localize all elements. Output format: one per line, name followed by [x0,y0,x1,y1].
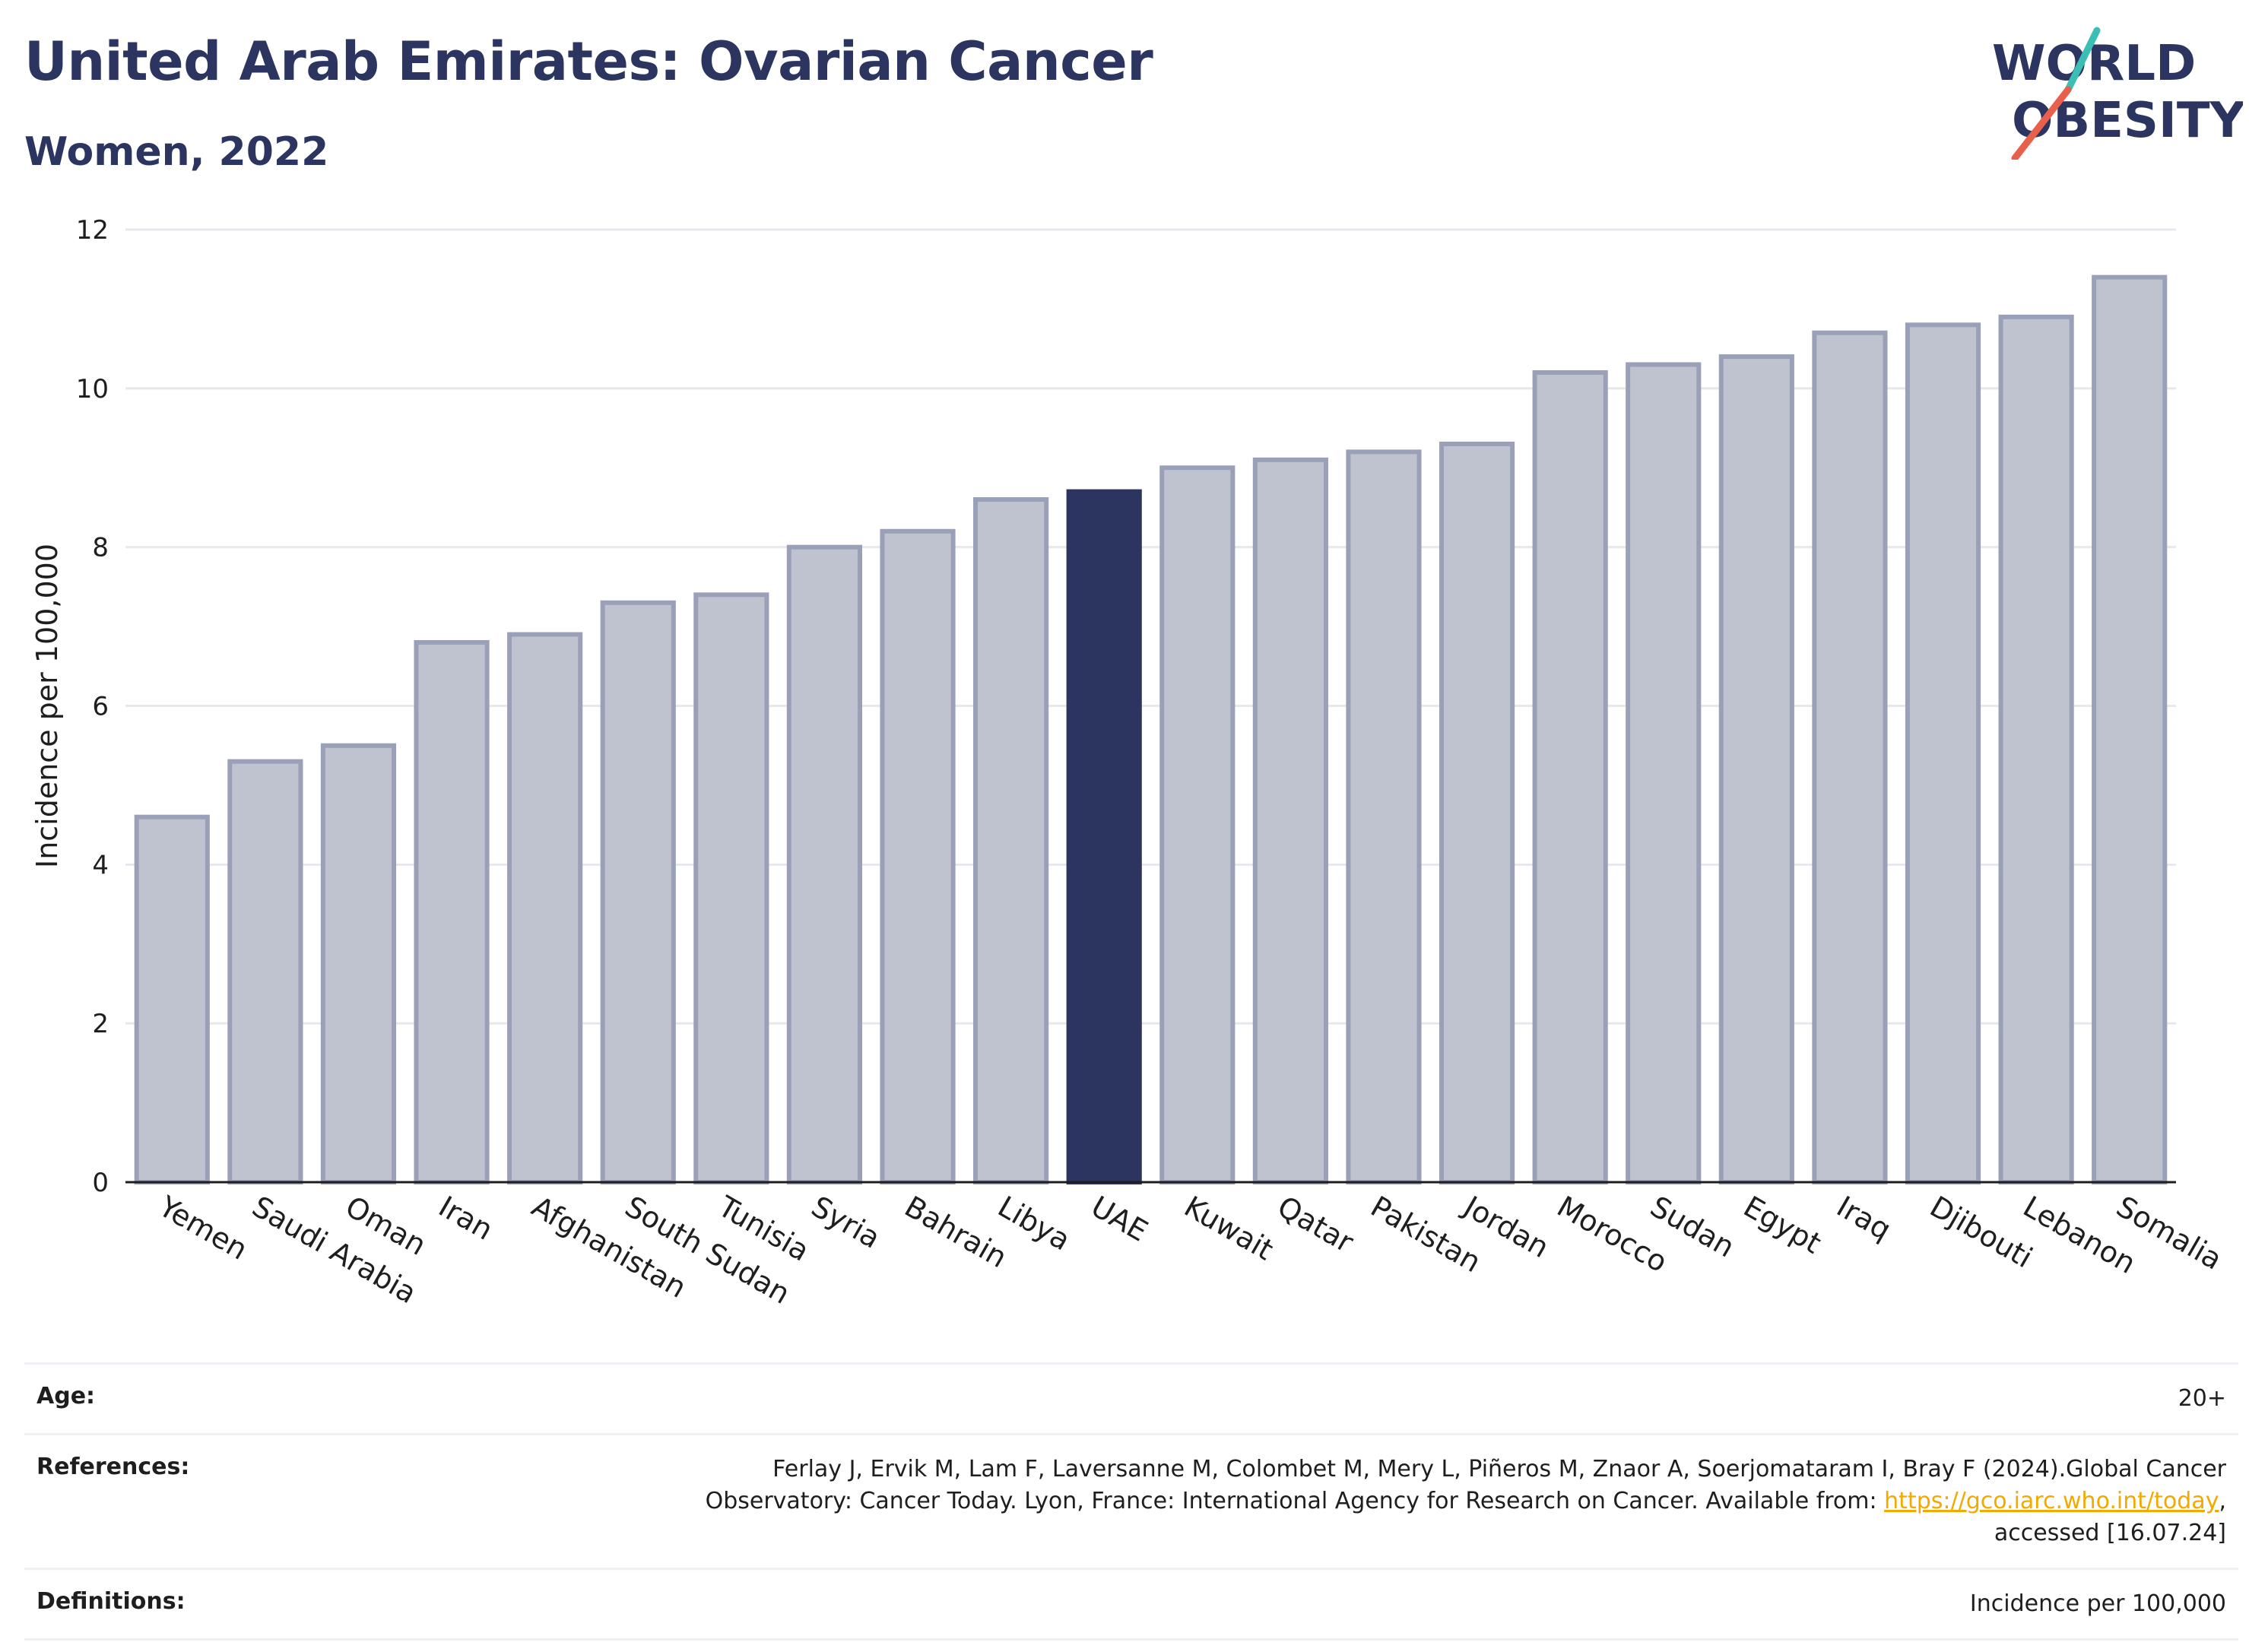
bar-yemen [134,814,210,1185]
logo-slash-teal [2064,27,2101,94]
x-tick-label: Yemen [153,1189,253,1267]
x-tick-label: Kuwait [1178,1190,1279,1267]
bar-jordan [1439,441,1515,1184]
bar-morocco [1532,369,1608,1185]
logo-slash-coral [2011,86,2072,160]
y-tick-label: 12 [76,215,109,246]
bar-saudi-arabia [227,759,303,1184]
y-tick-label: 6 [92,692,109,722]
age-label: Age: [36,1383,96,1409]
y-tick-label: 8 [92,533,109,563]
references-link[interactable]: https://gco.iarc.who.int/today [1884,1488,2219,1514]
definitions-row: Definitions: Incidence per 100,000 [24,1568,2238,1641]
x-tick-label: UAE [1086,1190,1153,1248]
references-text-1: Ferlay J, Ervik M, Lam F, Laversanne M, … [705,1456,2226,1514]
age-value: 20+ [2178,1385,2226,1412]
chart-subtitle: Women, 2022 [24,129,329,175]
y-tick-label: 0 [92,1168,109,1198]
world-obesity-logo: WORLD OBESITY [1992,27,2243,160]
x-tick-label: Iraq [1831,1190,1896,1247]
bar-qatar [1252,457,1328,1184]
y-tick-label: 2 [92,1009,109,1039]
info-table: Age: 20+ References: Ferlay J, Ervik M, … [24,1362,2238,1641]
bar-south-sudan [600,600,676,1184]
x-tick-label: Bahrain [899,1190,1013,1275]
bar-syria [786,544,863,1184]
bar-uae [1066,489,1142,1184]
x-tick-label: Iran [433,1190,499,1247]
x-tick-label: Egypt [1738,1190,1827,1260]
bar-bahrain [880,528,956,1184]
bar-iraq [1812,330,1888,1184]
references-value: Ferlay J, Ervik M, Lam F, Laversanne M, … [630,1454,2226,1549]
age-row: Age: 20+ [24,1362,2238,1433]
references-row: References: Ferlay J, Ervik M, Lam F, La… [24,1433,2238,1568]
bar-kuwait [1159,465,1236,1184]
bar-iran [414,639,490,1184]
logo-line-2: OBESITY [2012,93,2243,149]
y-tick-labels: 0 2 4 6 8 10 12 [76,215,109,1198]
bar-somalia [2092,274,2168,1184]
x-tick-label: Qatar [1272,1190,1359,1260]
references-label: References: [36,1454,190,1480]
definitions-value: Incidence per 100,000 [1969,1590,2226,1617]
definitions-label: Definitions: [36,1588,186,1615]
bar-lebanon [1998,314,2074,1185]
bars [134,274,2168,1185]
x-tick-label: Djibouti [1924,1190,2038,1275]
bar-sudan [1626,362,1702,1185]
bar-djibouti [1905,322,1981,1184]
chart-title: United Arab Emirates: Ovarian Cancer [24,30,1153,93]
bar-tunisia [693,592,769,1184]
y-tick-label: 10 [76,374,109,404]
bar-egypt [1718,354,1794,1185]
references-text-2: , accessed [16.07.24] [1994,1488,2226,1546]
bar-afghanistan [507,632,583,1184]
bar-libya [973,497,1049,1184]
x-tick-label: Syria [806,1190,886,1255]
y-tick-label: 4 [92,850,109,880]
y-axis-label: Incidence per 100,000 [30,544,64,868]
logo-line-1: WORLD [1992,36,2196,92]
bar-oman [320,743,397,1184]
bar-pakistan [1346,449,1422,1185]
